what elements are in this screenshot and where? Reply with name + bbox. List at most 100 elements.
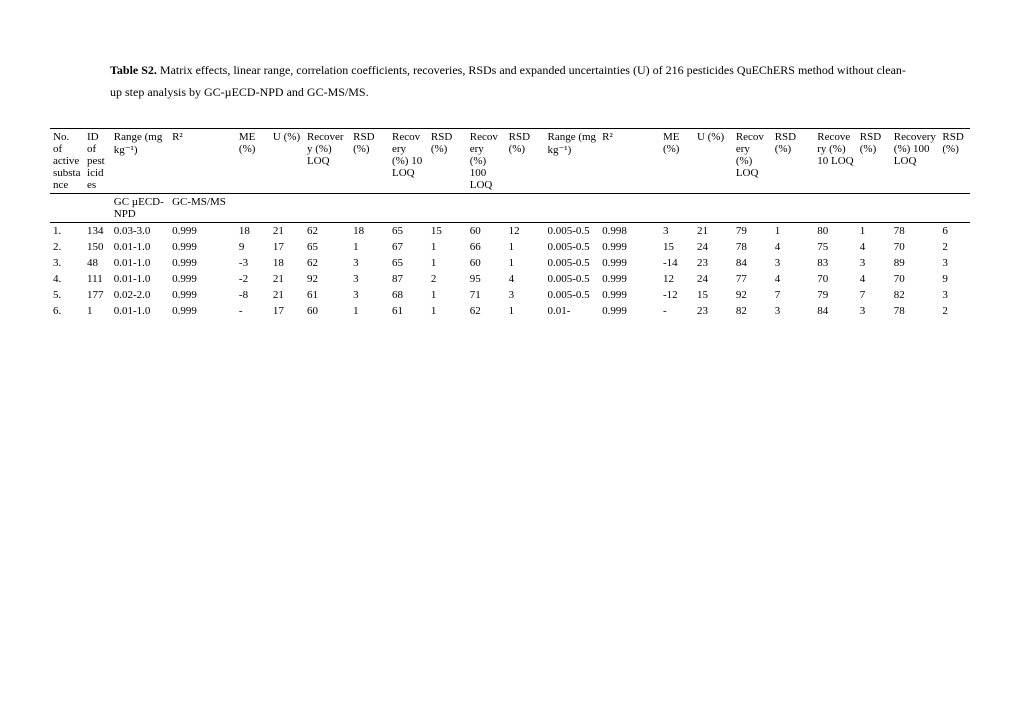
table-cell: 1 [428,287,467,303]
table-cell: 9 [939,271,970,287]
table-cell: 0.03-3.0 [111,223,169,240]
table-cell: 3 [772,303,815,319]
col-header: U (%) [694,129,733,194]
table-cell: 1 [506,239,545,255]
table-cell: 0.999 [169,255,236,271]
table-cell: 75 [814,239,857,255]
table-cell: -12 [660,287,694,303]
table-cell: 1 [506,255,545,271]
col-header: RSD (%) [350,129,389,194]
table-cell: 7 [857,287,891,303]
table-cell: 0.999 [599,271,660,287]
col-header: ID of pesticides [84,129,111,194]
col-header: Recovery (%) 100 LOQ [467,129,506,194]
table-cell: 1 [428,255,467,271]
col-header: RSD (%) [428,129,467,194]
table-cell: 48 [84,255,111,271]
table-cell: 77 [733,271,772,287]
table-cell: 1 [84,303,111,319]
table-cell: 87 [389,271,428,287]
table-cell: 1 [428,239,467,255]
table-body: 1.1340.03-3.00.99918216218651560120.005-… [50,223,970,320]
table-cell: 68 [389,287,428,303]
header-row: No. of active substance ID of pesticides… [50,129,970,194]
table-cell: 0.998 [599,223,660,240]
table-cell: 5. [50,287,84,303]
col-header: RSD (%) [857,129,891,194]
col-header: Recovery (%) 10 LOQ [389,129,428,194]
subheader-row: GC µECD-NPD GC-MS/MS [50,194,970,223]
table-cell: 4 [857,271,891,287]
col-header: RSD (%) [506,129,545,194]
table-cell: 3. [50,255,84,271]
table-cell: 21 [270,223,304,240]
table-cell: 18 [270,255,304,271]
col-header: Recovery (%) 10 LOQ [814,129,857,194]
table-cell: 24 [694,271,733,287]
table-cell: 18 [350,223,389,240]
table-cell: 177 [84,287,111,303]
col-header: ME (%) [236,129,270,194]
table-cell: 3 [506,287,545,303]
table-cell: 4 [772,271,815,287]
table-cell: 150 [84,239,111,255]
table-cell: 3 [939,287,970,303]
table-cell: 4 [772,239,815,255]
table-cell: 3 [772,255,815,271]
col-header: R² [169,129,236,194]
table-cell: 0.999 [599,303,660,319]
table-cell: 7 [772,287,815,303]
table-cell: 23 [694,303,733,319]
table-cell: 15 [694,287,733,303]
table-cell: 15 [660,239,694,255]
table-cell: 95 [467,271,506,287]
table-cell: 0.999 [169,287,236,303]
table-cell: 61 [304,287,350,303]
col-header: R² [599,129,660,194]
table-cell: 70 [891,239,940,255]
table-cell: 0.005-0.5 [544,239,599,255]
table-cell: 24 [694,239,733,255]
table-cell: - [660,303,694,319]
col-header: Recovery (%) LOQ [304,129,350,194]
table-cell: -3 [236,255,270,271]
table-cell: 4. [50,271,84,287]
table-cell: 4 [506,271,545,287]
table-cell: 9 [236,239,270,255]
table-cell: 67 [389,239,428,255]
table-cell: 0.999 [599,255,660,271]
table-cell: 79 [814,287,857,303]
table-cell: 92 [733,287,772,303]
table-cell: 2. [50,239,84,255]
table-cell: 0.01-1.0 [111,255,169,271]
table-cell: 4 [857,239,891,255]
table-cell: 21 [270,287,304,303]
table-cell: 0.999 [169,223,236,240]
col-header: RSD (%) [772,129,815,194]
table-cell: 0.005-0.5 [544,255,599,271]
subheader-left: GC µECD-NPD [111,194,169,223]
table-row: 2.1500.01-1.00.9999176516716610.005-0.50… [50,239,970,255]
table-cell: 17 [270,303,304,319]
table-cell: 60 [304,303,350,319]
table-cell: 6 [939,223,970,240]
col-header: ME (%) [660,129,694,194]
table-cell: 60 [467,255,506,271]
table-row: 3.480.01-1.00.999-3186236516010.005-0.50… [50,255,970,271]
table-cell: 89 [891,255,940,271]
table-cell: 70 [814,271,857,287]
table-cell: 62 [467,303,506,319]
table-cell: 3 [350,255,389,271]
table-cell: 62 [304,255,350,271]
table-cell: 1 [428,303,467,319]
table-cell: 12 [506,223,545,240]
table-cell: 71 [467,287,506,303]
table-row: 4.1110.01-1.00.999-2219238729540.005-0.5… [50,271,970,287]
table-cell: 21 [694,223,733,240]
table-cell: 1. [50,223,84,240]
table-cell: 23 [694,255,733,271]
table-cell: 2 [939,239,970,255]
table-cell: 18 [236,223,270,240]
table-cell: 0.005-0.5 [544,223,599,240]
table-cell: 0.999 [169,271,236,287]
